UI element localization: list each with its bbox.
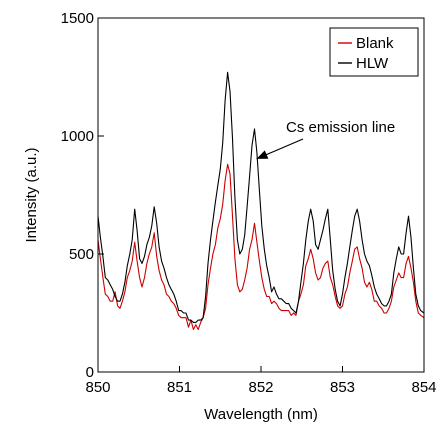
annotation-arrow-head xyxy=(257,150,269,159)
y-tick-label: 1500 xyxy=(61,10,94,27)
x-tick-label: 853 xyxy=(330,379,355,396)
y-tick-label: 0 xyxy=(86,364,94,381)
x-tick-label: 852 xyxy=(248,379,273,396)
legend: Blank HLW xyxy=(330,28,418,76)
annotation: Cs emission line xyxy=(256,119,395,159)
legend-label-hlw: HLW xyxy=(356,55,389,72)
annotation-text: Cs emission line xyxy=(286,119,395,136)
y-tick-label: 500 xyxy=(69,246,94,263)
plot-lines xyxy=(98,72,424,329)
x-tick-label: 851 xyxy=(167,379,192,396)
y-axis-label: Intensity (a.u.) xyxy=(23,147,40,242)
legend-label-blank: Blank xyxy=(356,35,394,52)
x-tick-label: 854 xyxy=(411,379,436,396)
series-line-hlw xyxy=(98,72,424,322)
x-tick-label: 850 xyxy=(85,379,110,396)
y-tick-label: 1000 xyxy=(61,128,94,145)
x-axis-label: Wavelength (nm) xyxy=(204,406,318,423)
